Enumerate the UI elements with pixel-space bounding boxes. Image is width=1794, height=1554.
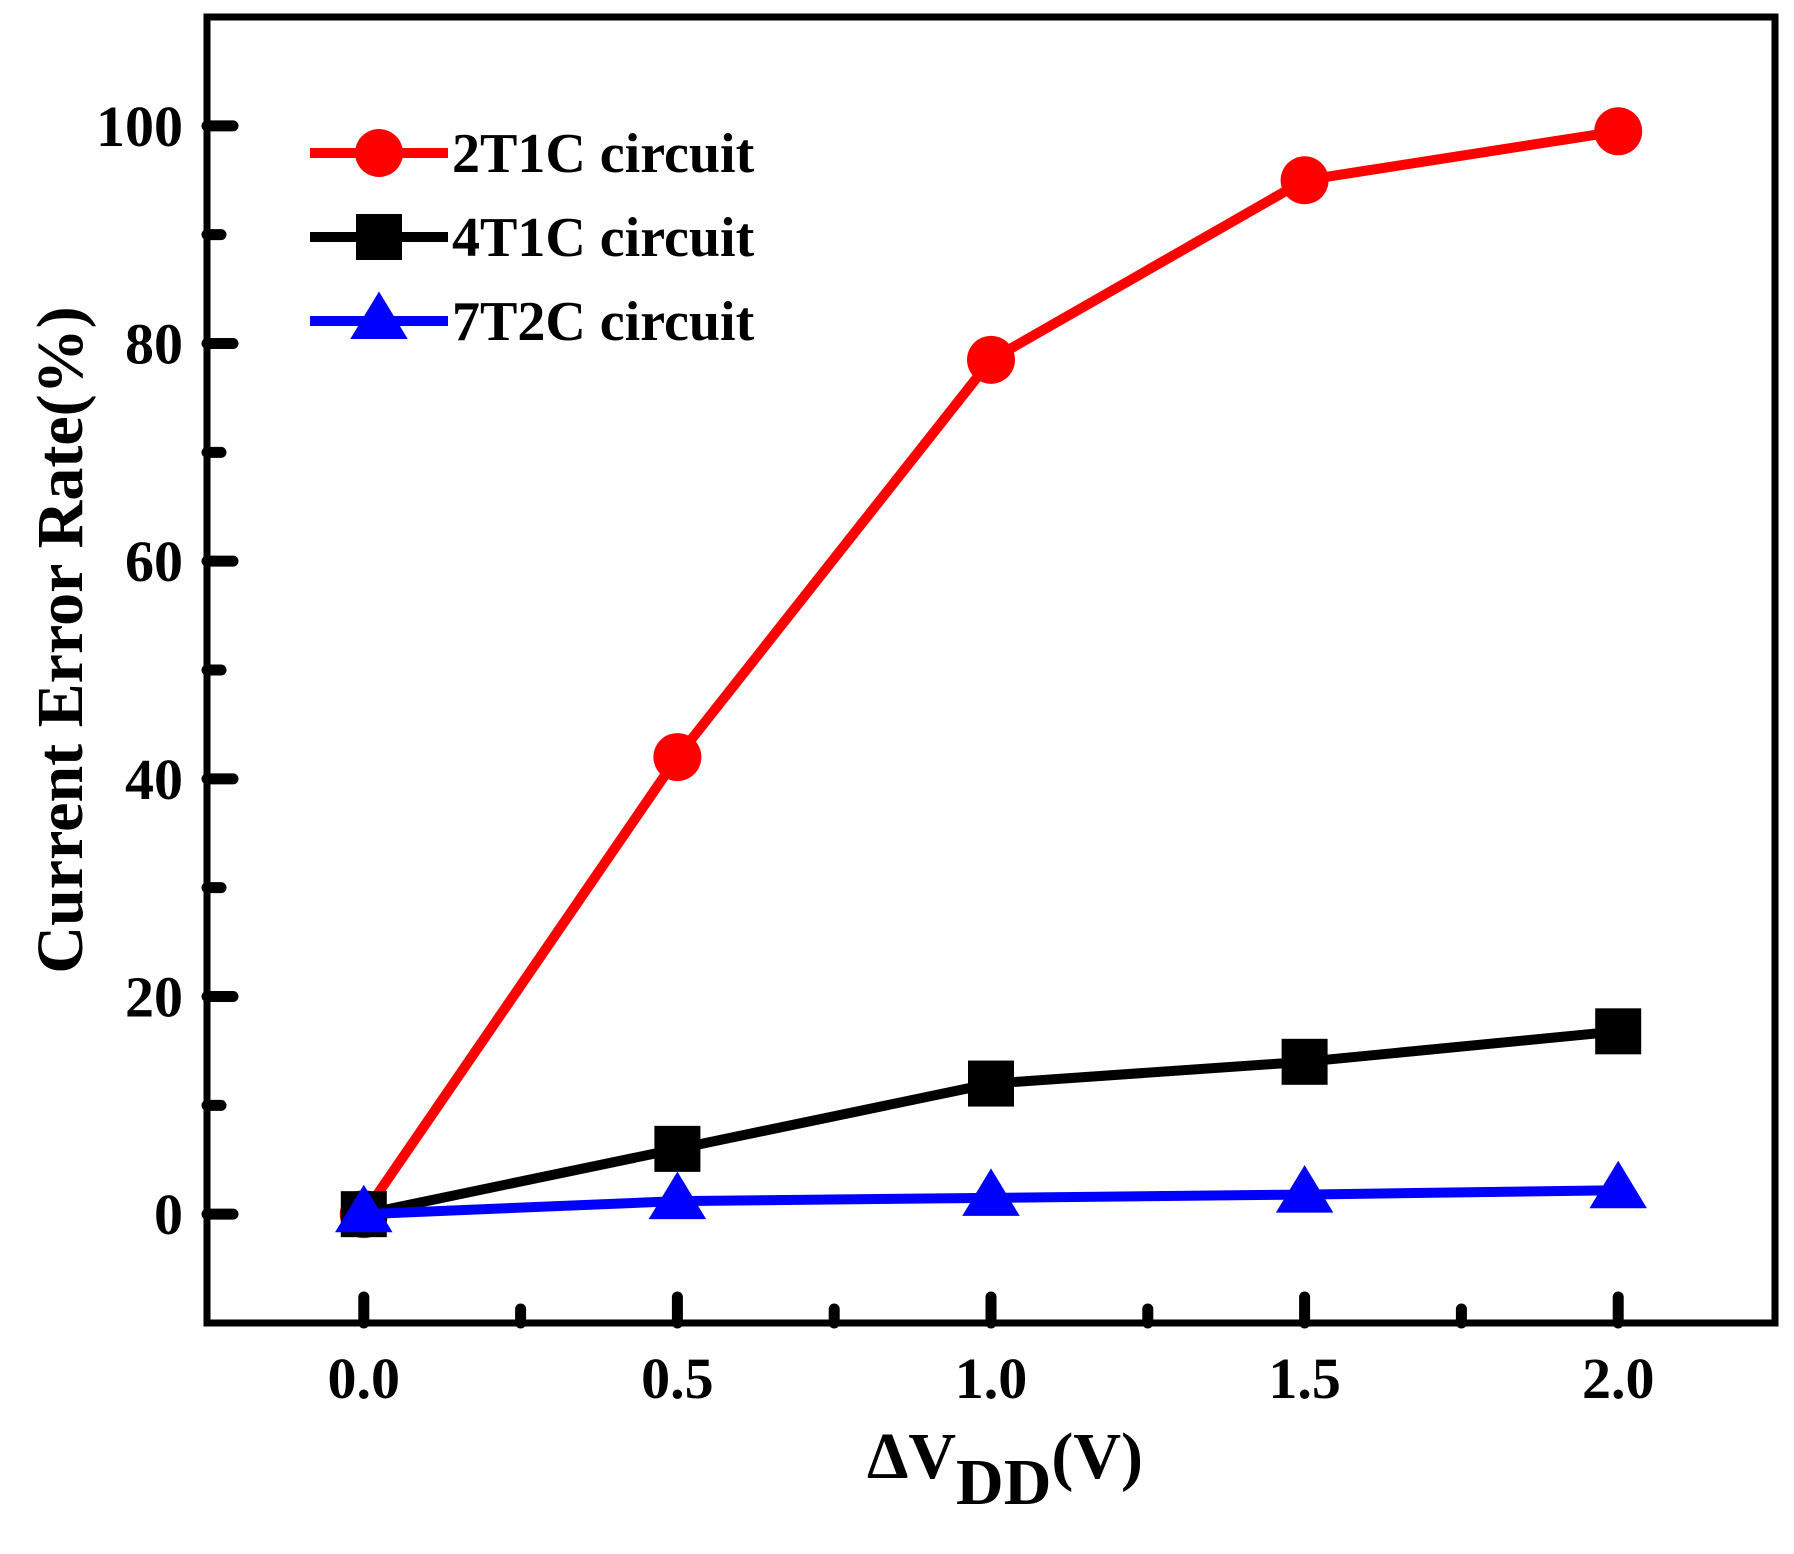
y-tick-label: 60 <box>125 529 183 594</box>
data-point-4t1c <box>1595 1008 1642 1055</box>
x-tick-label: 1.5 <box>1268 1346 1341 1411</box>
y-tick-label: 0 <box>154 1182 183 1247</box>
legend-marker-7t2c <box>350 291 408 340</box>
y-axis-title: Current Error Rate(%) <box>24 306 97 973</box>
x-tick-label: 2.0 <box>1582 1346 1655 1411</box>
legend-item-2t1c: 2T1C circuit <box>310 123 755 185</box>
legend-label-2t1c: 2T1C circuit <box>452 123 755 185</box>
x-tick-label: 1.0 <box>955 1346 1028 1411</box>
x-axis-title-prefix: ΔV <box>867 1420 956 1493</box>
legend-item-4t1c: 4T1C circuit <box>310 207 755 269</box>
data-point-4t1c <box>654 1125 701 1172</box>
legend-label-4t1c: 4T1C circuit <box>452 207 755 269</box>
data-point-7t2c <box>648 1171 707 1220</box>
data-point-2t1c <box>653 733 702 782</box>
series-7t2c <box>335 1160 1647 1233</box>
legend-label-7t2c: 7T2C circuit <box>452 291 755 353</box>
y-tick-label: 100 <box>96 94 183 159</box>
data-point-4t1c <box>1281 1038 1328 1085</box>
x-axis-title-suffix: (V) <box>1051 1420 1143 1493</box>
y-tick-label: 80 <box>125 312 183 377</box>
x-axis-title: ΔVDD(V) <box>867 1420 1143 1519</box>
data-point-7t2c <box>1589 1160 1647 1209</box>
data-point-2t1c <box>967 335 1015 384</box>
x-tick-label: 0.0 <box>328 1346 401 1411</box>
data-point-7t2c <box>335 1184 393 1233</box>
y-tick-label: 20 <box>125 965 183 1030</box>
legend-marker-4t1c <box>356 214 402 260</box>
data-point-4t1c <box>968 1060 1014 1107</box>
legend: 2T1C circuit 4T1C circuit 7T2C circuit <box>310 123 755 353</box>
data-point-7t2c <box>1275 1165 1334 1213</box>
plot-frame <box>203 13 1779 1327</box>
x-tick-label: 0.5 <box>641 1346 714 1411</box>
data-point-2t1c <box>1280 156 1329 205</box>
legend-item-7t2c: 7T2C circuit <box>310 291 755 353</box>
y-tick-label: 40 <box>125 747 183 812</box>
data-point-2t1c <box>1594 107 1643 156</box>
x-axis-title-subscript: DD <box>956 1446 1051 1519</box>
data-point-7t2c <box>962 1168 1020 1216</box>
legend-marker-2t1c <box>355 129 403 177</box>
